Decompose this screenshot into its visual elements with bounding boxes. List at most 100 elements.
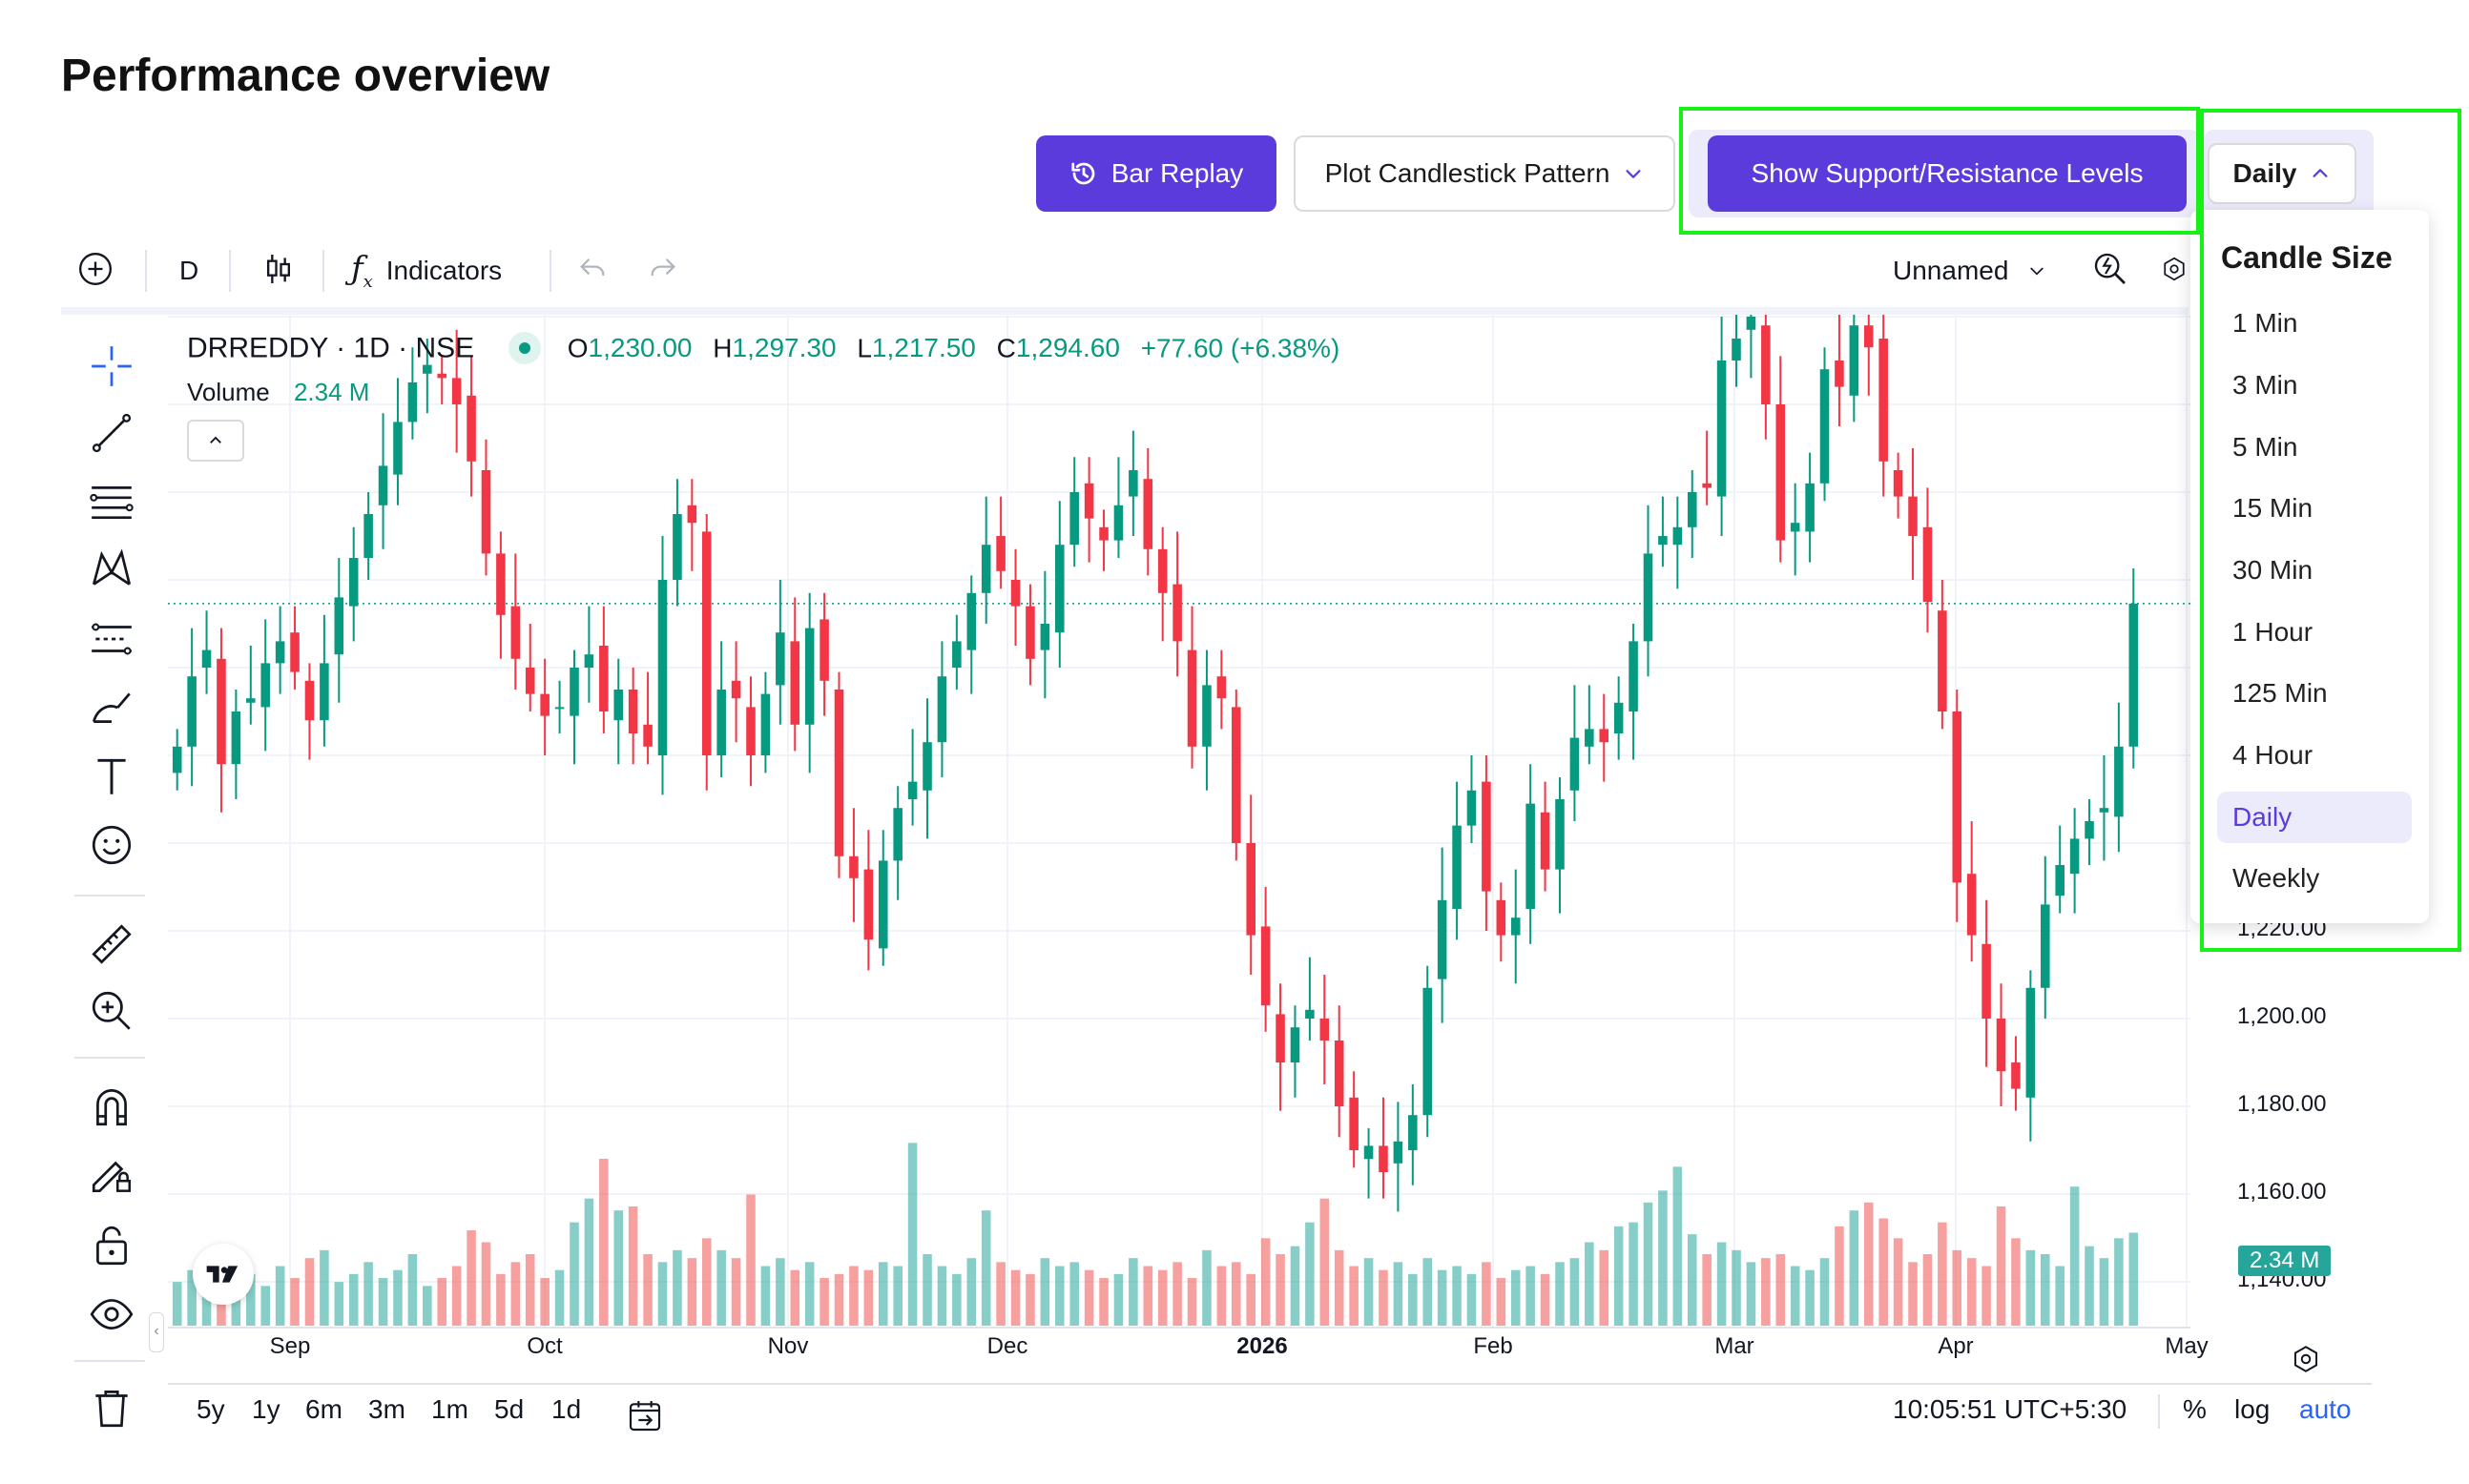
time-tick: Sep xyxy=(269,1333,311,1359)
candle-body xyxy=(1569,737,1580,791)
candle-body xyxy=(1334,1041,1344,1106)
zoom-tool[interactable] xyxy=(78,982,145,1040)
redo-button[interactable] xyxy=(647,252,679,284)
brush-tool[interactable] xyxy=(78,679,145,736)
collapse-toolbar-handle[interactable]: ‹ xyxy=(149,1312,164,1352)
volume-bar xyxy=(2041,1254,2050,1326)
range-6m[interactable]: 6m xyxy=(305,1394,342,1424)
volume-bar xyxy=(1379,1269,1388,1326)
candle-option-1-min[interactable]: 1 Min xyxy=(2232,308,2298,338)
range-1d[interactable]: 1d xyxy=(551,1394,582,1424)
volume-bar xyxy=(1084,1269,1094,1326)
unlock-tool[interactable] xyxy=(78,1217,145,1274)
volume-bar xyxy=(260,1286,270,1326)
volume-bar xyxy=(1393,1262,1403,1326)
range-1y[interactable]: 1y xyxy=(252,1394,280,1424)
volume-bar xyxy=(1629,1222,1638,1326)
candle-body xyxy=(2055,865,2064,897)
candle-option-5-min[interactable]: 5 Min xyxy=(2232,432,2298,462)
volume-bar xyxy=(290,1278,300,1326)
chart-type-button[interactable] xyxy=(259,250,298,288)
candle-body xyxy=(731,680,741,699)
candle-body xyxy=(525,668,535,694)
auto-toggle[interactable]: auto xyxy=(2299,1394,2352,1424)
candle-body xyxy=(1172,584,1182,642)
trend-line-tool[interactable] xyxy=(78,404,145,462)
chart-pane[interactable] xyxy=(168,315,2190,1383)
emoji-tool[interactable] xyxy=(78,816,145,874)
text-tool[interactable] xyxy=(78,748,145,805)
candle-option-15-min[interactable]: 15 Min xyxy=(2232,493,2313,523)
delete-drawings-tool[interactable] xyxy=(78,1379,145,1436)
fib-tool[interactable] xyxy=(78,473,145,530)
candle-body xyxy=(334,597,344,655)
measure-tool[interactable] xyxy=(78,916,145,973)
candle-option-3-min[interactable]: 3 Min xyxy=(2232,370,2298,400)
range-3m[interactable]: 3m xyxy=(368,1394,405,1424)
candle-body xyxy=(1319,1019,1330,1041)
volume-bar xyxy=(1496,1278,1506,1326)
interval-dropdown-button[interactable]: Daily xyxy=(2208,143,2356,204)
pencil-lock-icon xyxy=(92,1161,131,1193)
range-5y[interactable]: 5y xyxy=(197,1394,225,1424)
clock-timezone[interactable]: 10:05:51 UTC+5:30 xyxy=(1893,1394,2127,1424)
interval-button[interactable]: D xyxy=(179,256,199,285)
log-toggle[interactable]: log xyxy=(2234,1394,2271,1424)
candlestick-pattern-dropdown[interactable]: Plot Candlestick Pattern xyxy=(1294,135,1675,212)
close-label: C xyxy=(996,333,1016,363)
add-symbol-button[interactable] xyxy=(76,250,114,288)
tradingview-logo[interactable] xyxy=(193,1244,254,1305)
layout-name-button[interactable]: Unnamed xyxy=(1893,256,2046,286)
candle-option-weekly[interactable]: Weekly xyxy=(2232,863,2320,893)
volume-bar xyxy=(510,1262,521,1326)
volume-bar xyxy=(2085,1246,2094,1326)
volume-bar xyxy=(275,1266,285,1326)
candle-option-1-hour[interactable]: 1 Hour xyxy=(2232,617,2313,647)
candle-body xyxy=(201,649,212,668)
volume-bar xyxy=(731,1258,741,1326)
candle-body xyxy=(231,711,241,765)
settings-button[interactable] xyxy=(2160,250,2189,288)
candle-body xyxy=(1952,711,1962,883)
volume-bar xyxy=(849,1266,859,1326)
volume-bar xyxy=(1334,1249,1344,1326)
prediction-tool[interactable] xyxy=(78,610,145,668)
visibility-tool[interactable] xyxy=(78,1286,145,1343)
candle-option-4-hour[interactable]: 4 Hour xyxy=(2232,740,2313,770)
axis-settings-button[interactable] xyxy=(2290,1343,2322,1380)
candle-option-125-min[interactable]: 125 Min xyxy=(2232,678,2328,708)
legend-collapse-button[interactable] xyxy=(187,420,244,462)
support-resistance-button[interactable]: Show Support/Resistance Levels xyxy=(1708,135,2187,212)
volume-bar xyxy=(2114,1238,2124,1326)
divider xyxy=(322,250,324,292)
volume-bar xyxy=(320,1249,329,1326)
bar-replay-button[interactable]: Bar Replay xyxy=(1036,135,1276,212)
candle-option-30-min[interactable]: 30 Min xyxy=(2232,555,2313,585)
undo-button[interactable] xyxy=(576,252,609,284)
candle-body xyxy=(893,808,903,861)
volume-bar xyxy=(467,1230,476,1326)
quick-search-button[interactable] xyxy=(2091,250,2129,288)
crosshair-tool[interactable] xyxy=(78,338,145,395)
magnet-tool[interactable] xyxy=(78,1078,145,1135)
goto-date-button[interactable] xyxy=(626,1396,664,1439)
pattern-tool[interactable] xyxy=(78,540,145,597)
chart-legend: DRREDDY · 1D · NSE O1,230.00 H1,297.30 L… xyxy=(187,332,1339,368)
candle-body xyxy=(496,553,506,615)
candle-body xyxy=(1922,526,1933,602)
range-1m[interactable]: 1m xyxy=(431,1394,468,1424)
gear-icon xyxy=(2293,1346,2318,1372)
volume-bar xyxy=(393,1269,403,1326)
candle-body xyxy=(657,580,668,755)
candle-option-daily[interactable]: Daily xyxy=(2217,792,2412,843)
volume-bar xyxy=(1569,1258,1580,1326)
candle-body xyxy=(1113,505,1124,541)
symbol-title[interactable]: DRREDDY · 1D · NSE xyxy=(187,332,475,364)
range-5d[interactable]: 5d xyxy=(494,1394,525,1424)
layout-name-label: Unnamed xyxy=(1893,256,2009,285)
lock-drawings-tool[interactable] xyxy=(78,1146,145,1204)
candle-body xyxy=(701,531,712,755)
indicators-button[interactable]: ƒx Indicators xyxy=(351,250,502,292)
percent-toggle[interactable]: % xyxy=(2183,1394,2207,1424)
candle-body xyxy=(1775,404,1786,541)
